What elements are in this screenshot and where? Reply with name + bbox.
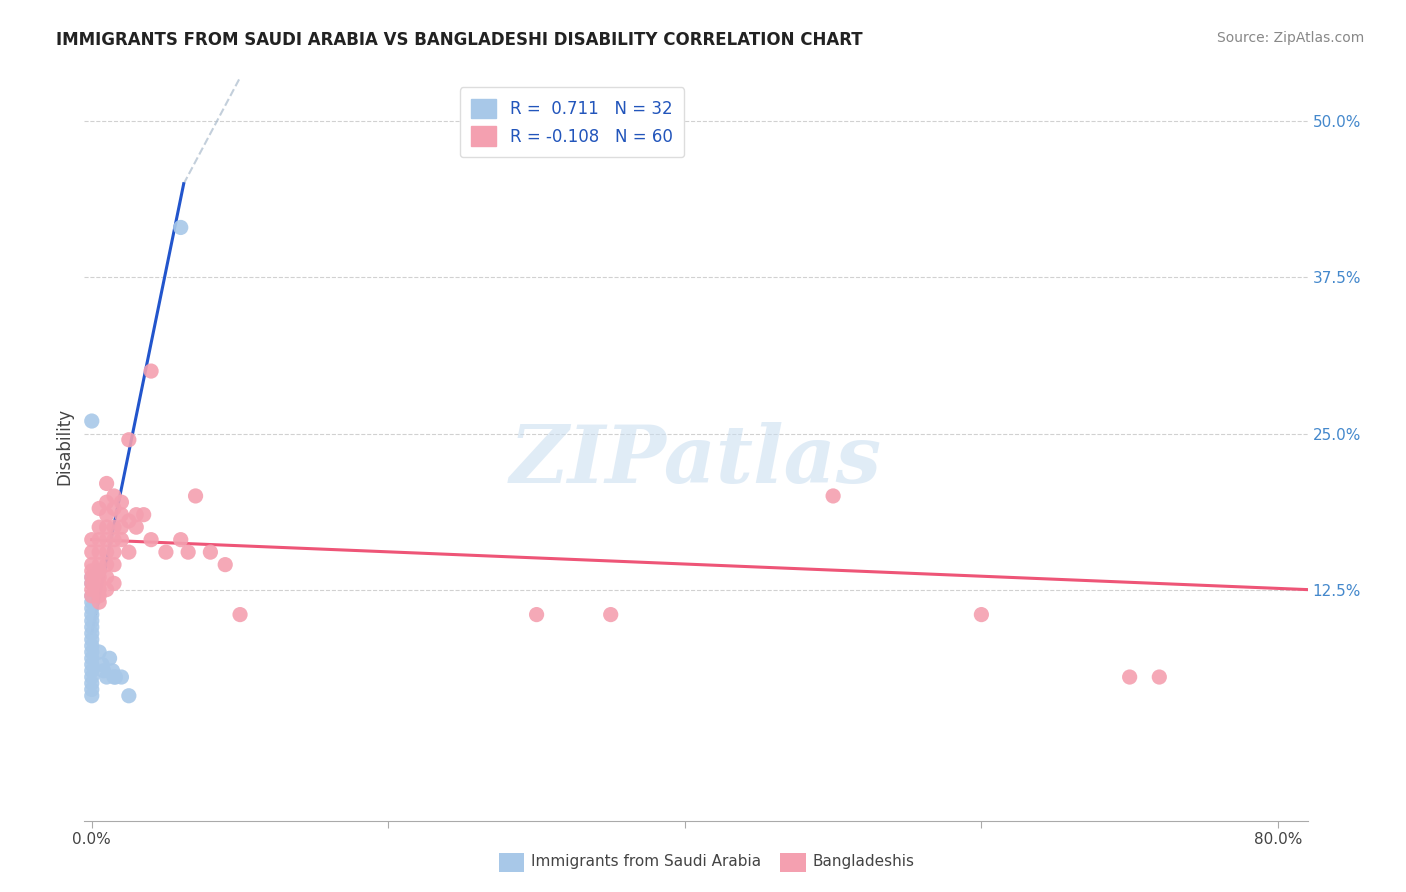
Point bbox=[80, 558, 103, 572]
Point bbox=[139, 364, 162, 378]
Point bbox=[96, 508, 118, 522]
Point bbox=[80, 620, 103, 634]
Point bbox=[80, 682, 103, 697]
Point bbox=[103, 558, 125, 572]
Point bbox=[80, 607, 103, 622]
Point bbox=[139, 533, 162, 547]
Point bbox=[110, 508, 132, 522]
Point bbox=[89, 564, 111, 578]
Point bbox=[80, 589, 103, 603]
Text: IMMIGRANTS FROM SAUDI ARABIA VS BANGLADESHI DISABILITY CORRELATION CHART: IMMIGRANTS FROM SAUDI ARABIA VS BANGLADE… bbox=[56, 31, 863, 49]
Point bbox=[599, 607, 621, 622]
Point bbox=[110, 520, 132, 534]
Point bbox=[89, 564, 111, 578]
Point bbox=[80, 614, 103, 628]
Point bbox=[80, 582, 103, 597]
Point bbox=[125, 508, 148, 522]
Point bbox=[89, 570, 111, 584]
Point bbox=[80, 626, 103, 640]
Point bbox=[103, 545, 125, 559]
Point bbox=[526, 607, 548, 622]
Point bbox=[970, 607, 993, 622]
Point bbox=[96, 570, 118, 584]
Point bbox=[101, 664, 124, 678]
Legend: R =  0.711   N = 32, R = -0.108   N = 60: R = 0.711 N = 32, R = -0.108 N = 60 bbox=[460, 87, 685, 157]
Point bbox=[155, 545, 177, 559]
Point bbox=[98, 651, 121, 665]
Point bbox=[80, 576, 103, 591]
Point bbox=[96, 558, 118, 572]
Point bbox=[104, 670, 127, 684]
Point bbox=[118, 689, 141, 703]
Point bbox=[125, 520, 148, 534]
Point bbox=[80, 545, 103, 559]
Point bbox=[96, 670, 118, 684]
Point bbox=[89, 595, 111, 609]
Point bbox=[229, 607, 252, 622]
Y-axis label: Disability: Disability bbox=[55, 408, 73, 484]
Point bbox=[110, 495, 132, 509]
Point bbox=[170, 220, 193, 235]
Point bbox=[184, 489, 207, 503]
Text: ZIPatlas: ZIPatlas bbox=[510, 422, 882, 500]
Point bbox=[80, 570, 103, 584]
Point bbox=[80, 414, 103, 428]
Point bbox=[96, 545, 118, 559]
Text: Bangladeshis: Bangladeshis bbox=[813, 854, 915, 869]
Point bbox=[89, 645, 111, 659]
Point bbox=[80, 576, 103, 591]
Point bbox=[96, 476, 118, 491]
Point bbox=[80, 589, 103, 603]
Point bbox=[1149, 670, 1171, 684]
Point bbox=[80, 645, 103, 659]
Point bbox=[80, 632, 103, 647]
Point bbox=[118, 433, 141, 447]
Point bbox=[80, 676, 103, 690]
Point bbox=[214, 558, 236, 572]
Point bbox=[80, 639, 103, 653]
Point bbox=[80, 651, 103, 665]
Point bbox=[1118, 670, 1140, 684]
Text: Immigrants from Saudi Arabia: Immigrants from Saudi Arabia bbox=[531, 854, 762, 869]
Point bbox=[80, 595, 103, 609]
Text: Source: ZipAtlas.com: Source: ZipAtlas.com bbox=[1216, 31, 1364, 45]
Point bbox=[96, 520, 118, 534]
Point bbox=[80, 564, 103, 578]
Point bbox=[80, 533, 103, 547]
Point bbox=[96, 495, 118, 509]
Point bbox=[200, 545, 222, 559]
Point bbox=[80, 664, 103, 678]
Point bbox=[91, 657, 114, 672]
Point bbox=[80, 601, 103, 615]
Point bbox=[89, 533, 111, 547]
Point bbox=[89, 558, 111, 572]
Point bbox=[80, 570, 103, 584]
Point bbox=[103, 489, 125, 503]
Point bbox=[132, 508, 155, 522]
Point bbox=[103, 520, 125, 534]
Point bbox=[93, 664, 115, 678]
Point bbox=[96, 582, 118, 597]
Point bbox=[89, 501, 111, 516]
Point bbox=[89, 576, 111, 591]
Point bbox=[177, 545, 200, 559]
Point bbox=[89, 545, 111, 559]
Point bbox=[103, 670, 125, 684]
Point bbox=[89, 582, 111, 597]
Point bbox=[80, 670, 103, 684]
Point bbox=[96, 533, 118, 547]
Point bbox=[103, 576, 125, 591]
Point bbox=[80, 689, 103, 703]
Point bbox=[103, 533, 125, 547]
Point bbox=[110, 533, 132, 547]
Point bbox=[170, 533, 193, 547]
Point bbox=[823, 489, 845, 503]
Point bbox=[118, 514, 141, 528]
Point bbox=[103, 501, 125, 516]
Point bbox=[89, 589, 111, 603]
Point bbox=[89, 520, 111, 534]
Point bbox=[110, 670, 132, 684]
Point bbox=[80, 657, 103, 672]
Point bbox=[118, 545, 141, 559]
